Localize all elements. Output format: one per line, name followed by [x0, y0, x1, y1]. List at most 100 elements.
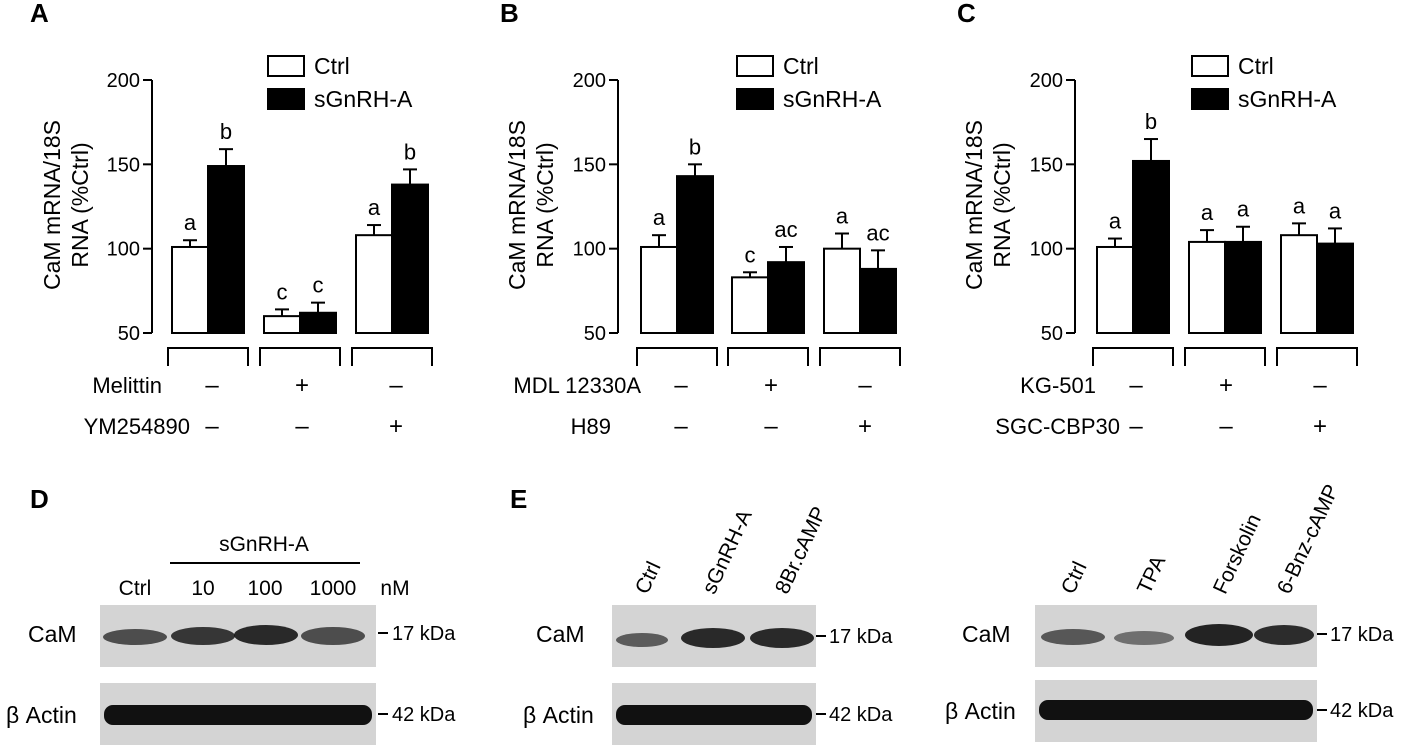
- conditions-c: KG-501 – + – SGC-CBP30 – – +: [995, 372, 1327, 440]
- significance-letter: a: [368, 195, 381, 220]
- significance-letter: a: [653, 205, 666, 230]
- lane-label-rotated: 8Br.cAMP: [771, 503, 831, 597]
- y-tick-label: 100: [1030, 239, 1063, 261]
- condition-sign: –: [1313, 372, 1327, 399]
- y-tick-label: 150: [1030, 154, 1063, 176]
- group-bracket: [1184, 347, 1266, 366]
- bar-ctrl: [1096, 245, 1134, 334]
- condition-sign: +: [295, 372, 309, 399]
- blot-band: [1114, 631, 1174, 645]
- legend-label-ctrl: Ctrl: [1238, 53, 1274, 79]
- bar-treated: [299, 311, 337, 335]
- condition-sign: +: [858, 413, 872, 440]
- significance-letter: ac: [774, 217, 797, 242]
- kda-label: 42 kDa: [392, 704, 456, 726]
- lane-label: 100: [247, 577, 282, 600]
- panel-letter-d: D: [30, 484, 49, 514]
- bar-ctrl: [263, 315, 301, 334]
- condition-sign: –: [1129, 372, 1143, 399]
- legend-b: Ctrl sGnRH-A: [736, 53, 882, 112]
- panel-a-chart: A CaM mRNA/18S RNA (%Ctrl) Ctrl sGnRH-A …: [30, 0, 433, 440]
- y-tick-label: 150: [107, 154, 140, 176]
- significance-letter: a: [1293, 193, 1306, 218]
- y-tick-label: 50: [1041, 323, 1063, 345]
- blot-row-label-cam: CaM: [28, 621, 77, 647]
- condition-sign: –: [295, 413, 309, 440]
- bar-ctrl: [1280, 234, 1318, 335]
- significance-letter: c: [277, 279, 288, 304]
- panel-letter-c: C: [957, 0, 976, 28]
- group-bracket: [259, 347, 341, 366]
- condition-sign: +: [389, 413, 403, 440]
- group-bracket: [727, 347, 809, 366]
- significance-letter: a: [836, 203, 849, 228]
- legend-label-treated: sGnRH-A: [1238, 86, 1337, 112]
- bar-ctrl: [823, 247, 861, 335]
- condition-sign: +: [1313, 413, 1327, 440]
- bar-treated: [207, 165, 245, 334]
- blot-band: [1254, 625, 1314, 645]
- blot-band: [1039, 700, 1313, 720]
- bar-treated: [1132, 159, 1170, 334]
- bar-ctrl: [640, 245, 678, 334]
- legend-label-treated: sGnRH-A: [314, 86, 413, 112]
- panel-e-blot: E Ctrl sGnRH-A 8Br.cAMP CaM 17 kDa β Act…: [510, 481, 1394, 745]
- y-axis-title-line1: CaM mRNA/18S: [504, 120, 530, 290]
- condition-sign: –: [674, 372, 688, 399]
- group-bracket: [1092, 347, 1174, 366]
- legend-label-ctrl: Ctrl: [314, 53, 350, 79]
- y-tick-label: 200: [107, 70, 140, 92]
- kda-label: 17 kDa: [1330, 624, 1394, 646]
- condition-sign: –: [1129, 413, 1143, 440]
- bar-treated: [676, 175, 714, 334]
- blot-row-label-actin: β Actin: [6, 702, 77, 728]
- lane-label-rotated: 6-Bnz-cAMP: [1273, 481, 1344, 598]
- condition-label-1: KG-501: [1020, 373, 1096, 398]
- legend-swatch-ctrl: [267, 55, 305, 77]
- blot-band: [1041, 629, 1105, 645]
- y-axis-title-line1: CaM mRNA/18S: [961, 120, 987, 290]
- legend-swatch-ctrl: [1191, 55, 1229, 77]
- condition-sign: –: [1219, 413, 1233, 440]
- legend-c: Ctrl sGnRH-A: [1191, 53, 1337, 112]
- condition-sign: –: [674, 413, 688, 440]
- blot-band: [1185, 624, 1253, 646]
- condition-sign: –: [389, 372, 403, 399]
- y-tick-label: 200: [1030, 70, 1063, 92]
- y-tick-label: 150: [573, 154, 606, 176]
- y-axis-title-c: CaM mRNA/18S RNA (%Ctrl): [961, 120, 1015, 290]
- condition-label-1: MDL 12330A: [513, 373, 641, 398]
- significance-letter: ac: [866, 220, 889, 245]
- group-bracket: [819, 347, 901, 366]
- kda-label: 42 kDa: [1330, 700, 1394, 722]
- bar-treated: [859, 267, 897, 335]
- bar-ctrl: [731, 276, 769, 334]
- significance-letter: c: [745, 242, 756, 267]
- significance-letter: b: [689, 134, 701, 159]
- y-tick-label: 50: [584, 323, 606, 345]
- blot-row-label-cam: CaM: [962, 621, 1011, 647]
- legend-label-ctrl: Ctrl: [783, 53, 819, 79]
- blot-row-label-cam: CaM: [536, 621, 585, 647]
- treatment-group-label: sGnRH-A: [219, 533, 309, 556]
- panel-letter-a: A: [30, 0, 49, 28]
- legend-a: Ctrl sGnRH-A: [267, 53, 413, 112]
- y-tick-label: 100: [107, 239, 140, 261]
- kda-label: 42 kDa: [829, 704, 893, 726]
- blot-band: [171, 627, 235, 645]
- bar-treated: [391, 183, 429, 334]
- y-axis-title-line2: RNA (%Ctrl): [532, 142, 558, 267]
- bar-treated: [1316, 242, 1354, 335]
- bar-ctrl: [1188, 240, 1226, 334]
- lane-label: Ctrl: [119, 577, 152, 600]
- panel-d-blot: D sGnRH-A Ctrl 10 100 1000 nM CaM 17 kDa…: [6, 484, 456, 745]
- blot-band: [234, 625, 298, 645]
- bar-treated: [1224, 240, 1262, 334]
- panel-letter-b: B: [500, 0, 519, 28]
- conditions-b: MDL 12330A – + – H89 – – +: [513, 372, 872, 440]
- condition-sign: –: [205, 372, 219, 399]
- significance-letter: a: [1329, 198, 1342, 223]
- y-axis-title-line2: RNA (%Ctrl): [989, 142, 1015, 267]
- lane-label: TPA: [1133, 552, 1170, 597]
